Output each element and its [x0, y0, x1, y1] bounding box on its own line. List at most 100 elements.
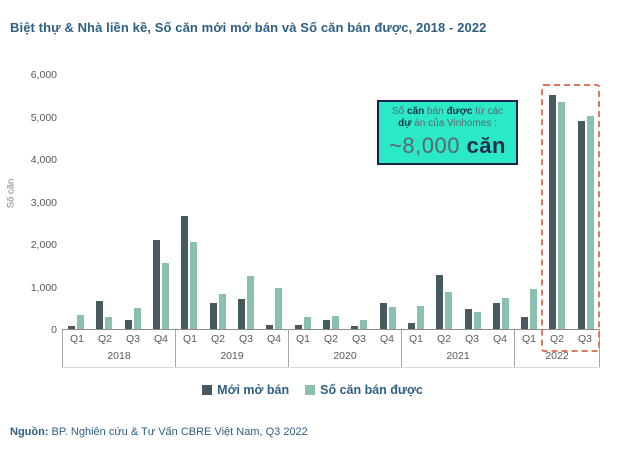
- x-quarter-label: Q3: [125, 332, 140, 345]
- y-tick-label: 5,000: [30, 111, 57, 124]
- bar-số-căn-bán-được-2022-q2: [558, 102, 566, 329]
- bar-mới-mở-bán-2019-q3: [238, 299, 246, 329]
- x-quarter-label: Q1: [182, 332, 197, 345]
- bar-mới-mở-bán-2020-q3: [351, 326, 359, 329]
- x-quarter-label: Q1: [69, 332, 84, 345]
- x-quarter-label: Q4: [492, 332, 507, 345]
- x-quarter-label: Q3: [238, 332, 253, 345]
- bar-số-căn-bán-được-2021-q4: [501, 298, 509, 329]
- legend-swatch-icon: [202, 385, 213, 395]
- bar-mới-mở-bán-2020-q1: [294, 325, 302, 329]
- y-tick-label: 0: [51, 324, 57, 336]
- x-year-label: 2021: [446, 350, 470, 363]
- y-tick-label: 3,000: [30, 196, 57, 209]
- quarter-row-2022: Q1 Q2 Q3: [515, 330, 599, 347]
- bar-số-căn-bán-được-2020-q2: [331, 316, 339, 329]
- bar-mới-mở-bán-2019-q2: [209, 303, 217, 329]
- x-quarter-label: Q4: [266, 332, 281, 345]
- bar-mới-mở-bán-2018-q2: [96, 301, 104, 329]
- x-quarter-label: Q2: [97, 332, 112, 345]
- quarter-group-2022-q2: [543, 75, 571, 329]
- bar-số-căn-bán-được-2021-q3: [473, 312, 481, 329]
- x-quarter-label: Q4: [379, 332, 394, 345]
- quarter-group-2018-q2: [90, 75, 118, 329]
- bar-mới-mở-bán-2021-q3: [464, 309, 472, 329]
- x-quarter-label: Q2: [323, 332, 338, 345]
- x-quarter-label: Q3: [464, 332, 479, 345]
- x-quarter-label: Q1: [521, 332, 536, 345]
- quarter-group-2018-q3: [119, 75, 147, 329]
- bar-mới-mở-bán-2021-q4: [492, 303, 500, 329]
- bar-mới-mở-bán-2018-q1: [68, 326, 76, 329]
- plot-area: [62, 75, 600, 330]
- bar-số-căn-bán-được-2021-q2: [445, 292, 453, 329]
- bar-số-căn-bán-được-2018-q2: [105, 317, 113, 329]
- x-quarter-label: Q2: [549, 332, 564, 345]
- x-axis: Q1 Q2 Q3 Q4 2018 Q1 Q2 Q3 Q4 2019 Q1 Q2 Q3 Q4 2020 Q1 Q2…: [62, 330, 600, 368]
- quarter-group-2019-q3: [232, 75, 260, 329]
- bar-số-căn-bán-được-2020-q4: [388, 307, 396, 329]
- vinhomes-callout: Số căn bán được từ các dự án của Vinhome…: [377, 100, 518, 165]
- bar-mới-mở-bán-2019-q1: [181, 216, 189, 329]
- y-axis-labels: 6,000 5,000 4,000 3,000 2,000 1,000 0: [0, 69, 57, 336]
- bar-mới-mở-bán-2022-q3: [577, 121, 585, 329]
- bar-số-căn-bán-được-2019-q3: [247, 276, 255, 329]
- bar-mới-mở-bán-2020-q4: [379, 303, 387, 329]
- x-quarter-label: Q3: [351, 332, 366, 345]
- year-group-2019: Q1 Q2 Q3 Q4 2019: [175, 330, 288, 367]
- y-tick-label: 4,000: [30, 154, 57, 166]
- bar-mới-mở-bán-2018-q3: [124, 320, 132, 329]
- x-quarter-label: Q3: [577, 332, 592, 345]
- year-group-2021: Q1 Q2 Q3 Q4 2021: [401, 330, 514, 367]
- y-tick-label: 2,000: [30, 239, 57, 251]
- quarter-group-2021-q3: [458, 75, 486, 329]
- quarter-group-2020-q2: [317, 75, 345, 329]
- quarter-group-2022-q1: [515, 75, 543, 329]
- quarter-row-2019: Q1 Q2 Q3 Q4: [176, 330, 288, 347]
- y-tick-label: 6,000: [30, 69, 57, 81]
- bar-số-căn-bán-được-2019-q4: [275, 288, 283, 329]
- quarter-row-2018: Q1 Q2 Q3 Q4: [63, 330, 175, 347]
- bar-mới-mở-bán-2021-q1: [407, 323, 415, 329]
- bar-mới-mở-bán-2021-q2: [436, 275, 444, 329]
- bar-mới-mở-bán-2019-q4: [266, 325, 274, 329]
- bar-số-căn-bán-được-2019-q1: [190, 242, 198, 329]
- chart-legend: Mới mở bán Số căn bán được: [0, 380, 625, 400]
- bar-số-căn-bán-được-2018-q3: [133, 308, 141, 329]
- bar-số-căn-bán-được-2022-q1: [530, 289, 538, 329]
- legend-label: Mới mở bán: [217, 383, 290, 397]
- source-line: Nguồn: BP. Nghiên cứu & Tư Vấn CBRE Việt…: [10, 426, 308, 438]
- quarter-group-2020-q3: [345, 75, 373, 329]
- bar-mới-mở-bán-2018-q4: [153, 240, 161, 329]
- quarter-group-2021-q2: [430, 75, 458, 329]
- quarter-group-2018-q4: [147, 75, 175, 329]
- bar-số-căn-bán-được-2019-q2: [218, 294, 226, 329]
- x-year-label: 2022: [545, 350, 569, 363]
- callout-line-2: dự án của Vinhomes :: [398, 118, 497, 130]
- x-quarter-label: Q2: [436, 332, 451, 345]
- bar-số-căn-bán-được-2020-q1: [303, 317, 311, 329]
- chart-title: Biệt thự & Nhà liền kề, Số căn mới mở bá…: [10, 20, 487, 35]
- bar-mới-mở-bán-2022-q2: [549, 95, 557, 329]
- legend-swatch-icon: [305, 385, 316, 395]
- callout-line-1: Số căn bán được từ các: [391, 105, 504, 117]
- quarter-group-2022-q3: [572, 75, 600, 329]
- bar-mới-mở-bán-2022-q1: [521, 317, 529, 329]
- bar-số-căn-bán-được-2022-q3: [586, 116, 594, 329]
- bar-số-căn-bán-được-2020-q3: [360, 320, 368, 329]
- year-group-2020: Q1 Q2 Q3 Q4 2020: [288, 330, 401, 367]
- quarter-group-2021-q1: [402, 75, 430, 329]
- legend-label: Số căn bán được: [320, 383, 423, 397]
- quarter-group-2021-q4: [487, 75, 515, 329]
- x-quarter-label: Q4: [153, 332, 168, 345]
- legend-item-mới-mở-bán: Mới mở bán: [202, 383, 289, 397]
- source-label: Nguồn:: [10, 426, 49, 438]
- bar-số-căn-bán-được-2021-q1: [416, 306, 424, 329]
- quarter-group-2020-q4: [373, 75, 401, 329]
- y-tick-label: 1,000: [30, 281, 57, 294]
- bar-mới-mở-bán-2020-q2: [322, 320, 330, 329]
- quarter-row-2021: Q1 Q2 Q3 Q4: [402, 330, 514, 347]
- callout-value: ~8,000 căn: [389, 132, 506, 158]
- x-quarter-label: Q1: [295, 332, 310, 345]
